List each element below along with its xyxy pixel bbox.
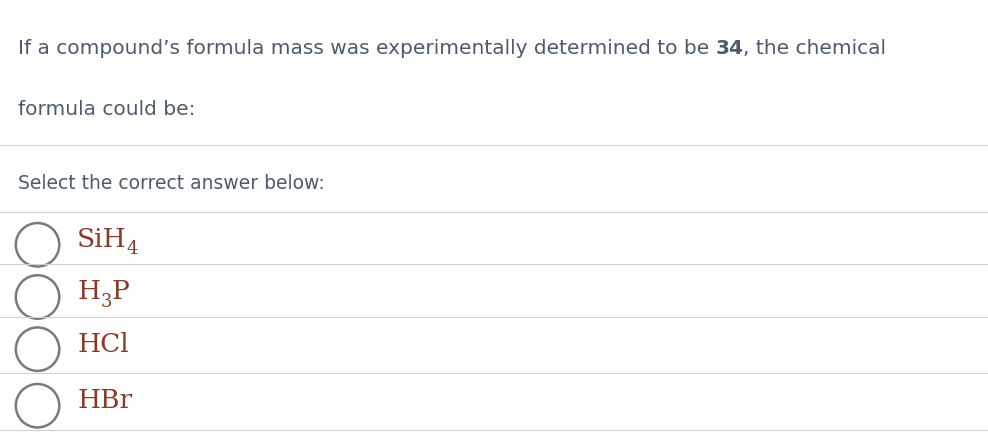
- Text: 4: 4: [126, 240, 138, 258]
- Text: SiH: SiH: [77, 227, 126, 252]
- Text: P: P: [112, 279, 129, 304]
- Text: formula could be:: formula could be:: [18, 100, 196, 119]
- Text: If a compound’s formula mass was experimentally determined to be: If a compound’s formula mass was experim…: [18, 39, 715, 58]
- Text: 3: 3: [100, 292, 112, 310]
- Text: , the chemical: , the chemical: [743, 39, 886, 58]
- Text: HBr: HBr: [77, 388, 132, 412]
- Text: 34: 34: [715, 39, 743, 58]
- Text: H: H: [77, 279, 100, 304]
- Text: HCl: HCl: [77, 331, 128, 356]
- Text: Select the correct answer below:: Select the correct answer below:: [18, 174, 324, 193]
